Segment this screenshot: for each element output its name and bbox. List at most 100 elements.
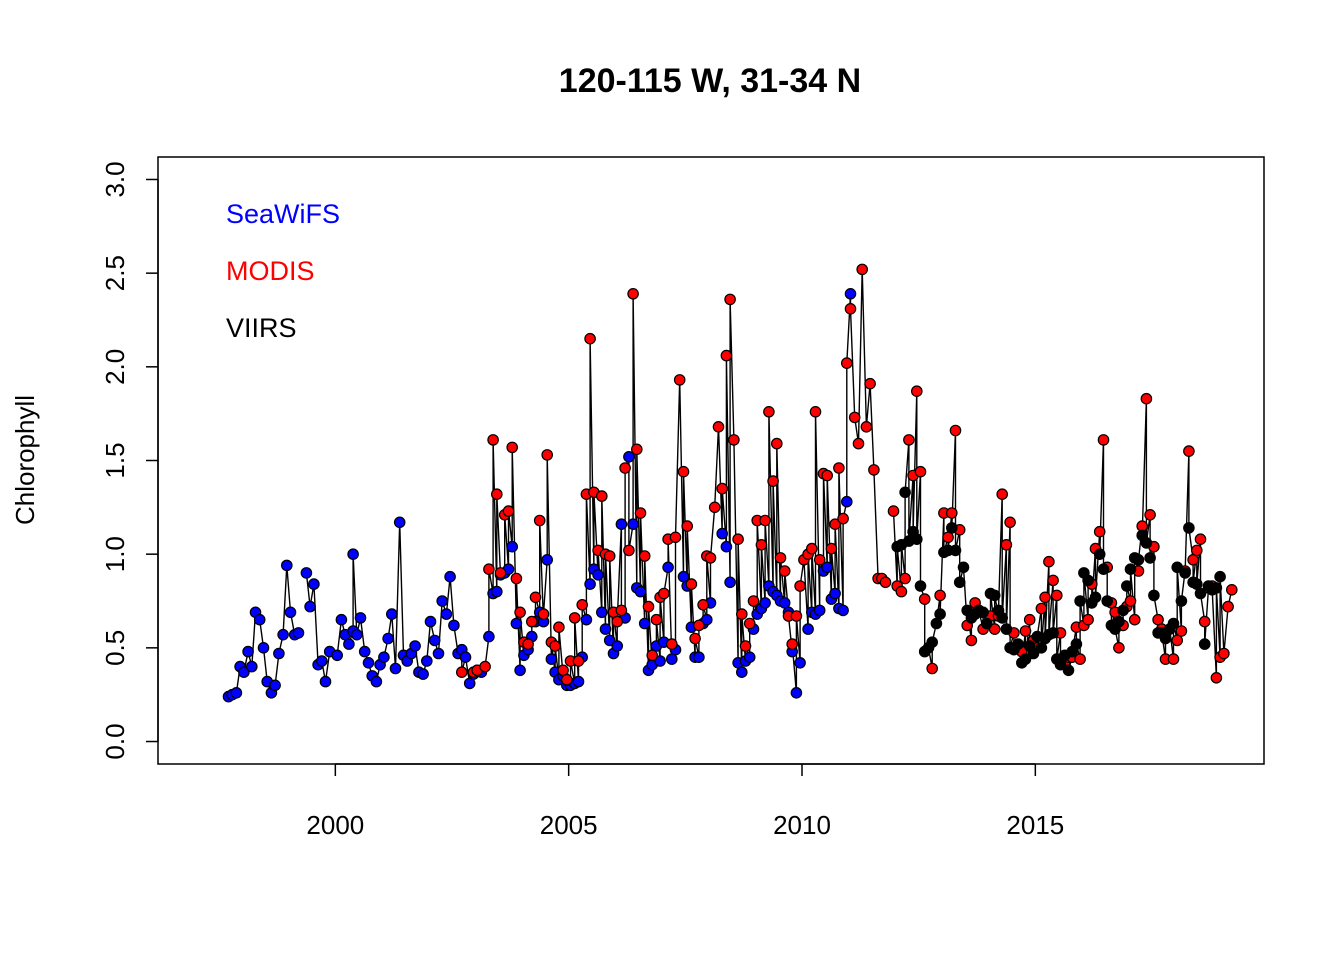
data-point-viirs-52 <box>1093 548 1106 560</box>
data-point-modis-61 <box>704 552 717 564</box>
data-point-modis-44 <box>638 550 651 562</box>
data-point-viirs-73 <box>1175 595 1188 607</box>
data-point-seawifs-12 <box>269 679 281 692</box>
y-tick-label-6: 3.0 <box>100 161 130 197</box>
data-point-modis-6 <box>490 488 503 500</box>
data-point-modis-4 <box>483 563 495 575</box>
data-point-seawifs-67 <box>490 585 503 598</box>
data-point-modis-77 <box>767 475 779 487</box>
x-tick-label-2: 2010 <box>773 810 831 840</box>
data-point-modis-46 <box>646 649 658 662</box>
data-point-modis-103 <box>868 464 880 476</box>
data-point-modis-24 <box>560 673 573 686</box>
data-point-seawifs-34 <box>358 645 371 658</box>
data-point-seawifs-123 <box>720 540 733 553</box>
data-point-modis-141 <box>1035 602 1048 615</box>
data-point-modis-169 <box>1144 508 1156 521</box>
data-point-viirs-44 <box>1062 664 1075 677</box>
data-point-seawifs-50 <box>420 655 433 667</box>
data-point-seawifs-124 <box>724 576 736 589</box>
data-point-seawifs-105 <box>638 617 651 630</box>
data-point-viirs-54 <box>1101 595 1113 607</box>
data-point-modis-56 <box>685 578 698 590</box>
data-point-modis-54 <box>677 465 690 478</box>
data-point-modis-107 <box>887 505 900 517</box>
data-point-viirs-42 <box>1054 658 1067 671</box>
data-point-modis-37 <box>611 615 623 628</box>
data-point-seawifs-94 <box>595 606 608 619</box>
data-point-seawifs-54 <box>436 595 448 607</box>
data-point-viirs-75 <box>1183 522 1195 534</box>
data-point-viirs-64 <box>1140 537 1153 549</box>
data-point-seawifs-140 <box>790 686 803 699</box>
data-point-modis-102 <box>864 377 876 390</box>
data-point-modis-11 <box>510 572 523 585</box>
data-point-seawifs-14 <box>277 628 289 641</box>
data-point-layer <box>222 263 1238 703</box>
data-point-seawifs-98 <box>611 640 623 652</box>
data-point-modis-124 <box>965 634 978 647</box>
data-point-modis-175 <box>1171 634 1183 647</box>
y-tick-label-1: 0.5 <box>100 630 130 666</box>
data-point-modis-38 <box>615 604 628 617</box>
data-point-seawifs-6 <box>246 660 258 673</box>
data-point-viirs-66 <box>1148 589 1160 602</box>
data-point-modis-109 <box>895 585 908 598</box>
data-point-viirs-53 <box>1097 563 1110 575</box>
data-point-viirs-22 <box>977 606 989 619</box>
data-point-viirs-71 <box>1167 617 1180 630</box>
data-point-modis-174 <box>1167 653 1180 665</box>
data-point-seawifs-73 <box>514 664 526 677</box>
data-point-modis-69 <box>735 608 748 620</box>
data-point-modis-145 <box>1051 589 1063 602</box>
data-point-seawifs-4 <box>238 666 250 678</box>
data-point-modis-41 <box>627 287 639 300</box>
data-point-modis-99 <box>852 437 865 450</box>
data-point-modis-43 <box>634 507 647 519</box>
data-point-seawifs-72 <box>510 617 523 630</box>
data-point-seawifs-20 <box>304 600 316 613</box>
data-point-seawifs-90 <box>580 613 593 626</box>
data-point-modis-9 <box>502 505 515 517</box>
data-point-seawifs-102 <box>627 518 639 530</box>
data-point-seawifs-5 <box>242 645 254 658</box>
data-point-seawifs-16 <box>284 606 297 619</box>
data-point-seawifs-55 <box>440 608 453 620</box>
data-point-viirs-78 <box>1194 587 1207 600</box>
data-point-modis-58 <box>693 619 705 632</box>
data-point-modis-180 <box>1191 544 1203 557</box>
data-point-seawifs-104 <box>634 585 647 598</box>
data-point-seawifs-31 <box>350 628 363 641</box>
data-point-modis-131 <box>996 488 1008 500</box>
data-point-viirs-79 <box>1198 638 1211 650</box>
data-point-modis-117 <box>934 589 946 602</box>
data-point-viirs-25 <box>988 589 1001 602</box>
chart-title: 120-115 W, 31-34 N <box>559 62 861 100</box>
data-point-seawifs-141 <box>794 656 806 669</box>
legend-entry-viirs: VIIRS <box>226 313 297 343</box>
data-point-viirs-33 <box>1019 653 1032 665</box>
data-point-seawifs-81 <box>545 653 558 665</box>
data-point-modis-17 <box>533 514 546 527</box>
data-point-viirs-60 <box>1124 563 1137 575</box>
data-point-modis-168 <box>1140 392 1153 405</box>
data-point-modis-47 <box>650 613 663 626</box>
data-point-modis-14 <box>522 638 534 650</box>
data-point-modis-110 <box>899 572 911 585</box>
data-point-seawifs-57 <box>448 619 460 632</box>
data-point-seawifs-128 <box>743 651 756 663</box>
data-point-viirs-23 <box>980 617 993 630</box>
data-point-seawifs-47 <box>409 640 421 652</box>
data-point-seawifs-13 <box>273 647 285 660</box>
data-point-viirs-11 <box>934 608 946 620</box>
data-point-viirs-15 <box>949 544 962 557</box>
data-point-modis-63 <box>712 420 725 433</box>
data-point-modis-143 <box>1043 555 1055 568</box>
data-point-seawifs-2 <box>230 686 243 699</box>
data-point-modis-22 <box>553 621 565 633</box>
data-point-seawifs-118 <box>693 651 705 663</box>
data-point-seawifs-32 <box>347 548 359 560</box>
legend: SeaWiFS MODIS VIIRS <box>226 199 340 343</box>
data-point-modis-30 <box>584 332 596 345</box>
